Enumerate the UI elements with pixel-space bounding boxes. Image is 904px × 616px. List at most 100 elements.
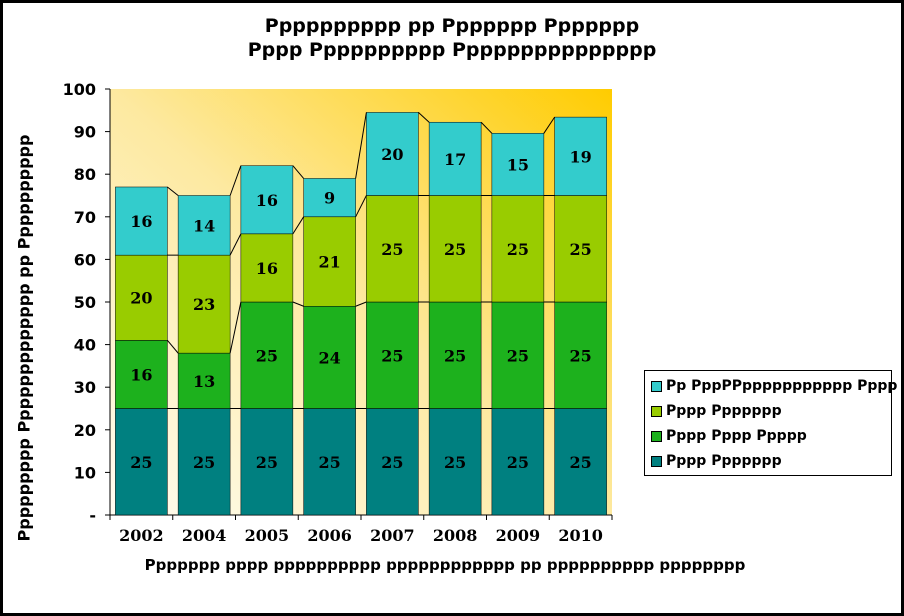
legend-swatch (651, 405, 662, 417)
bar-segment (240, 233, 294, 303)
bar-segment (554, 301, 607, 409)
data-label: 25 (569, 346, 591, 365)
x-tick-label: 2010 (558, 526, 603, 545)
y-tick-label: - (89, 506, 96, 525)
x-axis-label: Ppppppp pppp pppppppppp pppppppppppp pp … (144, 556, 746, 574)
data-label: 20 (130, 289, 152, 308)
x-tick-label: 2007 (370, 526, 415, 545)
bar-segment (303, 306, 356, 409)
series-connector-line (543, 116, 556, 134)
bar-segment (303, 178, 356, 218)
bar-segment (115, 186, 168, 256)
legend-swatch (651, 455, 662, 467)
bar-segment (115, 340, 168, 409)
series-connector-line (355, 301, 367, 307)
legend-swatch (651, 430, 662, 442)
series-connector-line (480, 121, 493, 134)
series-connector-line (355, 195, 367, 218)
legend-item: Pppp Pppp Ppppp (651, 427, 807, 445)
bar-segment (303, 408, 356, 516)
legend-label: Pp PppPPppppppppppp Pppp (666, 378, 898, 394)
data-label: 25 (444, 453, 466, 472)
series-connector-line (292, 301, 304, 307)
legend-item: Pppp Ppppppp (651, 402, 782, 420)
x-tick-label: 2008 (433, 526, 478, 545)
data-label: 9 (324, 189, 335, 208)
y-tick-label: 50 (74, 293, 96, 312)
bar-segment (177, 352, 231, 409)
data-label: 14 (193, 216, 215, 235)
y-tick-label: 100 (63, 80, 96, 99)
data-label: 21 (318, 253, 340, 272)
series-connector-line (292, 165, 305, 179)
y-tick-label: 20 (74, 421, 96, 440)
bar-segment (554, 408, 607, 516)
series-connector-line (418, 112, 430, 123)
legend-label: Pppp Ppppppp (666, 453, 782, 469)
data-label: 25 (507, 240, 529, 259)
series-connector-line (229, 165, 242, 196)
data-label: 25 (444, 240, 466, 259)
bar-segment (240, 408, 294, 516)
x-tick-label: 2009 (496, 526, 541, 545)
bar-segment (428, 121, 482, 196)
chart-title: Pppppppppp pp Ppppppp Ppppppp Pppp Ppppp… (0, 14, 904, 62)
bar-segment (177, 195, 231, 256)
y-tick-label: 70 (74, 208, 96, 227)
data-label: 25 (381, 346, 403, 365)
bar-segment (428, 301, 482, 409)
y-tick-label: 80 (74, 165, 96, 184)
bar-segment (240, 165, 294, 235)
data-label: 25 (193, 453, 215, 472)
x-tick-label: 2005 (245, 526, 290, 545)
data-label: 19 (569, 147, 591, 166)
legend: Pp PppPPppppppppppp Pppp Pppp Ppppppp Pppp… (644, 370, 897, 476)
x-tick-label: 2006 (307, 526, 352, 545)
bar-segment (115, 408, 168, 516)
chart-title-line-1: Pppppppppp pp Ppppppp Ppppppp (264, 15, 640, 37)
data-label: 25 (381, 240, 403, 259)
y-tick-label: 30 (74, 378, 96, 397)
y-tick-label: 60 (74, 250, 96, 269)
bar-segment (366, 301, 419, 409)
series-connector-line (166, 340, 179, 354)
bar-segment (554, 195, 607, 303)
data-label: 16 (130, 365, 152, 384)
data-label: 25 (569, 453, 591, 472)
bar-segment (177, 408, 231, 516)
series-connector-line (167, 186, 179, 196)
data-label: 25 (130, 453, 152, 472)
legend-item: Pp PppPPppppppppppp Pppp (651, 377, 897, 395)
bar-segment (491, 408, 545, 516)
series-connector-line (292, 216, 305, 235)
data-label: 15 (507, 155, 529, 174)
data-label: 25 (256, 346, 278, 365)
bar-segment (303, 216, 356, 307)
legend-label: Pppp Pppp Ppppp (666, 428, 807, 444)
series-connector-line (229, 301, 242, 354)
data-label: 16 (256, 259, 278, 278)
data-label: 25 (507, 453, 529, 472)
data-label: 17 (444, 150, 466, 169)
y-axis-label: Ppppppppp Ppppppppppppp pp Pppppppppp (14, 134, 34, 542)
legend-item: Pppp Ppppppp (651, 452, 782, 470)
bar-segment (491, 133, 545, 196)
data-label: 20 (381, 145, 403, 164)
bar-segment (491, 195, 545, 303)
data-label: 23 (193, 295, 215, 314)
data-label: 25 (444, 346, 466, 365)
data-label: 25 (318, 453, 340, 472)
series-connector-line (355, 112, 367, 179)
data-label: 25 (569, 240, 591, 259)
y-tick-label: 90 (74, 123, 96, 142)
series-connector-line (229, 233, 242, 256)
legend-label: Pppp Ppppppp (666, 403, 782, 419)
bar-segment (366, 408, 419, 516)
data-label: 25 (507, 346, 529, 365)
y-tick-label: 10 (74, 463, 96, 482)
data-label: 16 (130, 212, 152, 231)
data-label: 24 (318, 348, 340, 367)
bar-segment (491, 301, 545, 409)
data-label: 25 (256, 453, 278, 472)
